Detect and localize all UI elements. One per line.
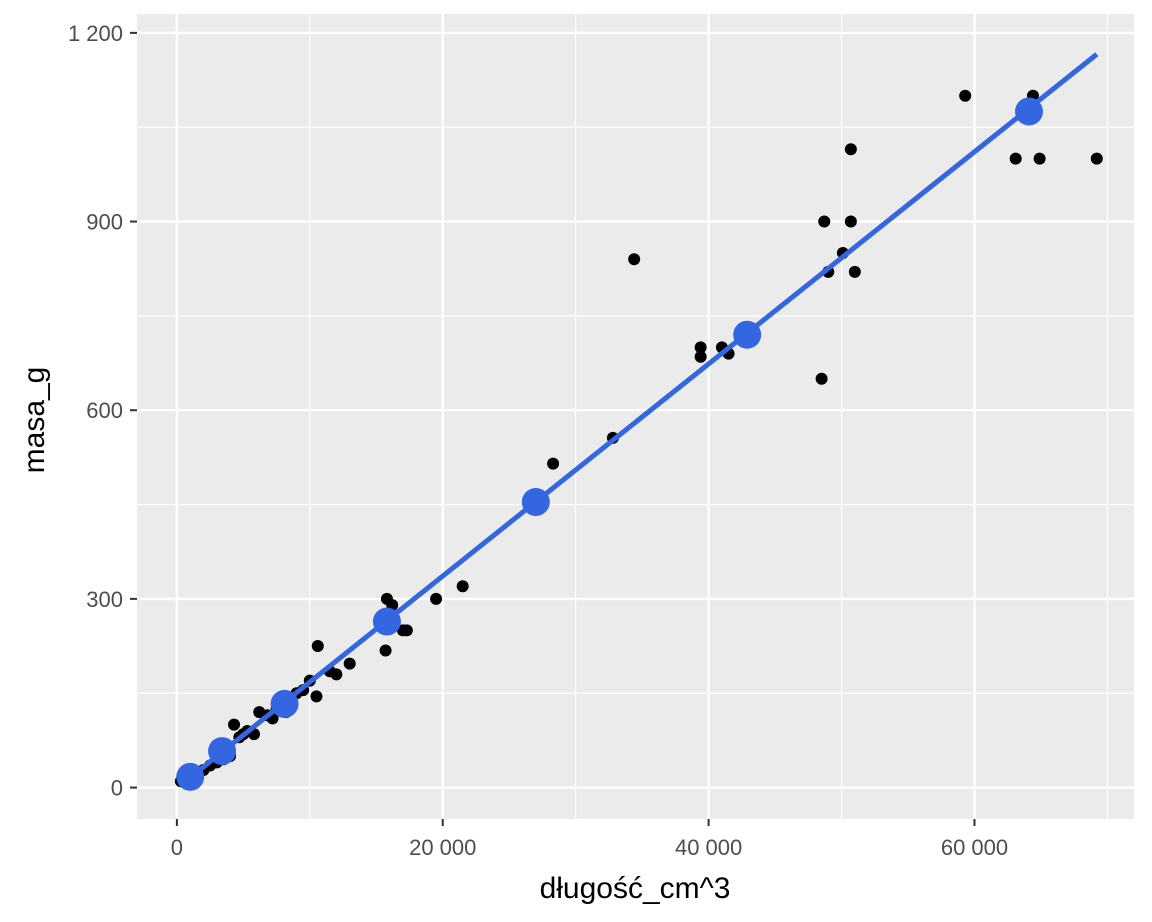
fit-marker (521, 488, 550, 517)
y-tick-label: 600 (86, 398, 123, 423)
x-tick-label: 60 000 (941, 835, 1008, 860)
data-point (818, 215, 831, 228)
grid-major (137, 14, 1134, 819)
data-point (844, 215, 857, 228)
y-tick-label: 900 (86, 210, 123, 235)
fit-marker (270, 689, 299, 718)
fit-marker (176, 762, 205, 791)
data-point (430, 592, 443, 605)
fit-marker (372, 607, 401, 636)
data-point (1090, 152, 1103, 165)
fit-marker (733, 320, 762, 349)
x-axis: 0 20 000 40 000 60 000 (171, 819, 1008, 860)
data-point (456, 580, 469, 593)
data-point (959, 89, 972, 102)
data-point (343, 657, 356, 670)
data-point (1033, 152, 1046, 165)
data-point (330, 668, 343, 681)
fit-marker (1014, 97, 1043, 126)
x-tick-label: 20 000 (409, 835, 476, 860)
x-tick-label: 40 000 (675, 835, 742, 860)
x-tick-label: 0 (171, 835, 183, 860)
fit-marker (208, 737, 237, 766)
data-point (848, 265, 861, 278)
data-point (694, 350, 707, 363)
regression-line (188, 52, 1099, 780)
data-point (628, 253, 641, 266)
y-tick-label: 300 (86, 587, 123, 612)
y-axis: 0 300 600 900 1 200 (68, 21, 137, 801)
fit-line (188, 52, 1099, 780)
data-point (815, 372, 828, 385)
fit-markers (176, 97, 1043, 791)
grid-minor (137, 14, 1134, 819)
data-point (694, 341, 707, 354)
y-axis-title: masa_g (18, 367, 51, 474)
data-point (310, 690, 323, 703)
y-tick-label: 1 200 (68, 21, 123, 46)
x-axis-title: długość_cm^3 (540, 872, 731, 905)
data-point (400, 624, 413, 637)
data-point (311, 640, 324, 653)
data-point (228, 718, 241, 731)
data-point (379, 644, 392, 657)
data-point (547, 457, 560, 470)
y-tick-label: 0 (111, 776, 123, 801)
data-point (1009, 152, 1022, 165)
data-point (844, 143, 857, 156)
